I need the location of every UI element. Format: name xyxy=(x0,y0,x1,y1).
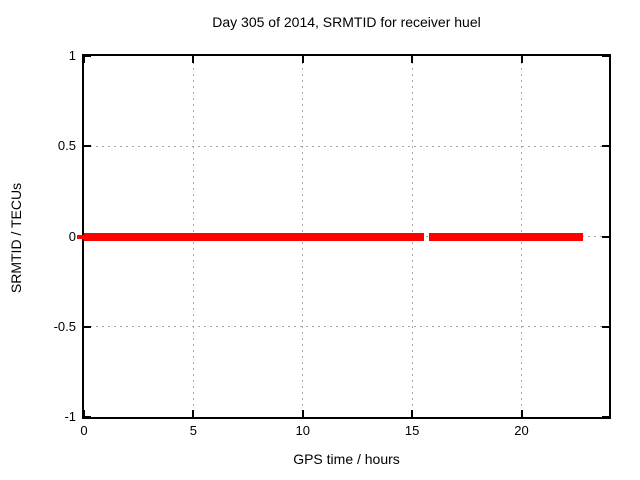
y-gridline xyxy=(84,326,609,328)
y-tick-label: 0.5 xyxy=(57,138,76,154)
x-tick-mark-top xyxy=(83,56,85,63)
y-tick-mark-right xyxy=(602,55,609,57)
data-line-segment xyxy=(429,232,583,241)
y-tick-mark-right xyxy=(602,235,609,238)
y-tick-mark xyxy=(84,145,91,148)
x-tick-mark xyxy=(301,410,304,417)
y-tick-label: -0.5 xyxy=(53,318,76,334)
x-tick-label: 15 xyxy=(404,423,420,438)
x-tick-mark-top xyxy=(520,56,523,63)
y-tick-label: 1 xyxy=(68,48,76,63)
x-tick-mark-top xyxy=(411,56,414,63)
x-tick-label: 10 xyxy=(295,423,310,438)
y-tick-mark-right xyxy=(602,416,609,418)
y-tick-mark-right xyxy=(602,145,609,148)
x-axis-label: GPS time / hours xyxy=(293,451,400,467)
y-axis-label: SRMTID / TECUs xyxy=(8,182,24,294)
y-tick-mark-right xyxy=(602,325,609,328)
data-line-cap xyxy=(77,234,84,239)
y-tick-label: -1 xyxy=(64,409,76,424)
y-tick-mark xyxy=(84,55,91,57)
x-tick-mark-top xyxy=(192,56,195,63)
y-tick-label: 0 xyxy=(68,228,76,244)
x-tick-label: 0 xyxy=(80,423,88,438)
x-tick-label: 5 xyxy=(189,423,197,438)
x-tick-mark xyxy=(83,410,85,417)
y-tick-mark xyxy=(84,325,91,328)
x-tick-mark xyxy=(411,410,414,417)
y-tick-mark xyxy=(84,416,91,418)
chart-title: Day 305 of 2014, SRMTID for receiver hue… xyxy=(212,14,481,30)
x-tick-mark xyxy=(192,410,195,417)
x-tick-label: 20 xyxy=(514,423,529,438)
x-tick-mark xyxy=(520,410,523,417)
y-gridline xyxy=(84,145,609,147)
x-tick-mark-top xyxy=(301,56,304,63)
plot-area: 0 5 10 15 20 1 0.5 0 -0.5 -1 xyxy=(54,48,611,438)
data-line-segment xyxy=(84,232,425,241)
